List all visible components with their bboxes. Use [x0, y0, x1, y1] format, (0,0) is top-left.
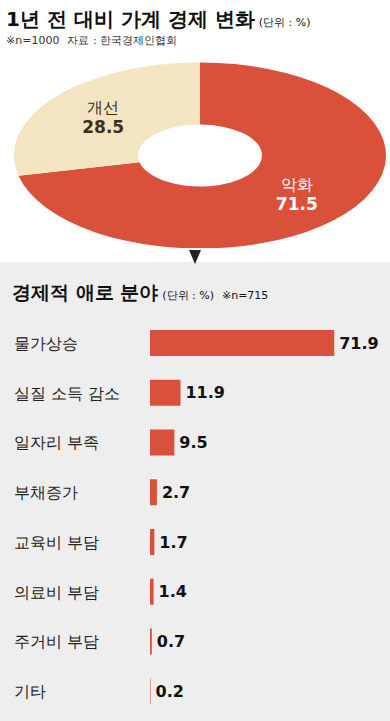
svg-text:71.5: 71.5 [276, 194, 318, 214]
svg-text:실질 소득 감소: 실질 소득 감소 [14, 384, 120, 403]
svg-text:부채증가: 부채증가 [14, 483, 78, 502]
svg-text:28.5: 28.5 [82, 117, 124, 137]
svg-text:의료비 부담: 의료비 부담 [14, 583, 99, 602]
svg-text:1.7: 1.7 [159, 533, 187, 552]
svg-text:0.7: 0.7 [157, 632, 185, 651]
svg-text:0.2: 0.2 [156, 682, 184, 701]
svg-text:1.4: 1.4 [159, 582, 187, 601]
svg-text:11.9: 11.9 [185, 383, 224, 402]
html-text:경제적 애로 분야 (단위 : %): 경제적 애로 분야 (단위 : %) [12, 281, 214, 303]
html-text:자료 : 한국경제인협회: 자료 : 한국경제인협회 [67, 34, 178, 47]
html-text:※n=1000: ※n=1000 [6, 34, 60, 47]
svg-text:일자리 부족: 일자리 부족 [14, 433, 99, 452]
svg-text:2.7: 2.7 [162, 483, 190, 502]
svg-text:개선: 개선 [87, 98, 119, 117]
svg-text:주거비 부담: 주거비 부담 [14, 632, 99, 651]
html-text:1년 전 대비 가계 경제 변화(단위 : %): 1년 전 대비 가계 경제 변화(단위 : %) [6, 7, 311, 31]
svg-text:기타: 기타 [14, 682, 46, 701]
html-text:※n=715: ※n=715 [222, 289, 269, 302]
svg-text:물가상승: 물가상승 [14, 334, 78, 353]
svg-text:교육비 부담: 교육비 부담 [14, 533, 99, 552]
svg-text:악화: 악화 [281, 175, 313, 194]
svg-text:71.9: 71.9 [339, 334, 378, 353]
svg-text:9.5: 9.5 [179, 433, 207, 452]
